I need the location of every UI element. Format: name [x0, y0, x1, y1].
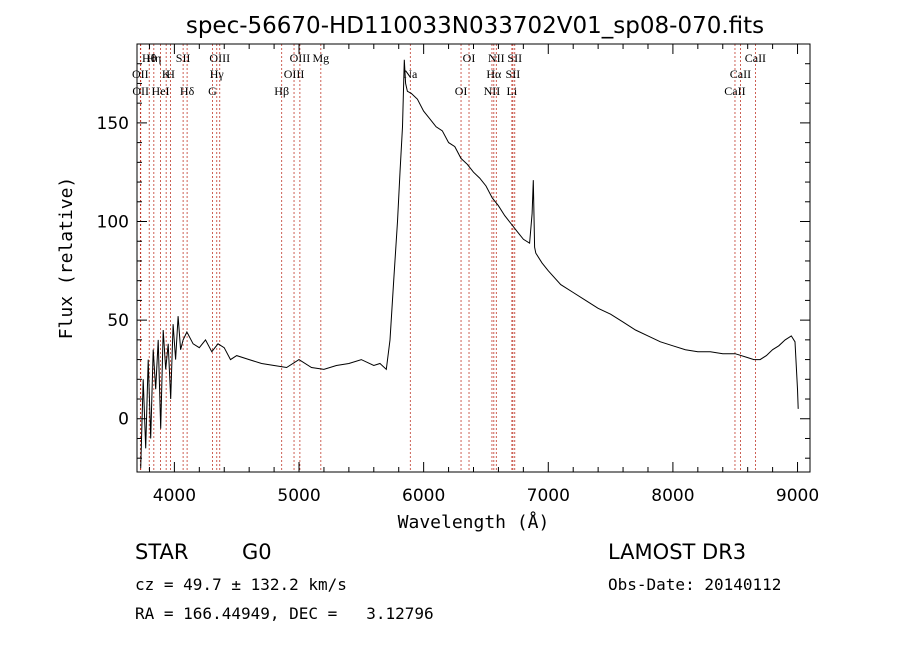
- axis-ticks: 4000 5000 6000 7000 8000 9000 0 50 100 150: [97, 44, 819, 506]
- line-label: OIII: [290, 51, 311, 65]
- object-class: STAR: [135, 540, 189, 564]
- survey-name: LAMOST DR3: [608, 540, 747, 564]
- y-axis-label: Flux (relative): [56, 177, 77, 340]
- line-label: Na: [403, 67, 418, 81]
- line-label: CaII: [730, 67, 751, 81]
- line-label: NII: [484, 84, 501, 98]
- x-tick-label: 9000: [776, 486, 819, 506]
- line-label: HeI: [152, 84, 170, 98]
- line-label: Hγ: [210, 67, 225, 81]
- line-label: Hη: [146, 51, 161, 65]
- y-tick-label: 0: [118, 410, 129, 430]
- spectrum-line: [140, 59, 799, 469]
- x-tick-label: 7000: [527, 486, 570, 506]
- object-subclass: G0: [242, 540, 272, 564]
- line-label: OII: [132, 67, 149, 81]
- y-tick-label: 50: [107, 311, 129, 331]
- line-label: Hβ: [274, 84, 289, 98]
- line-label: Mg: [312, 51, 329, 65]
- line-label: Li: [507, 84, 518, 98]
- line-label: OIII: [284, 67, 305, 81]
- redshift-cz: cz = 49.7 ± 132.2 km/s: [135, 575, 347, 594]
- line-label: CaII: [745, 51, 766, 65]
- line-label: Hθ: [142, 51, 157, 65]
- x-tick-label: 5000: [277, 486, 320, 506]
- x-axis-label: Wavelength (Å): [398, 511, 550, 533]
- line-label: Hδ: [180, 84, 195, 98]
- line-label: OI: [455, 84, 468, 98]
- plot-frame: [136, 43, 811, 473]
- line-label: OII: [132, 84, 149, 98]
- y-tick-label: 100: [97, 213, 129, 233]
- line-label: G: [208, 84, 217, 98]
- coordinates: RA = 166.44949, DEC = 3.12796: [135, 604, 434, 623]
- line-label: OIII: [209, 51, 230, 65]
- chart-title: spec-56670-HD110033N033702V01_sp08-070.f…: [186, 13, 764, 39]
- line-label: SII: [507, 51, 522, 65]
- line-label: H: [166, 67, 175, 81]
- line-label: Hα: [486, 67, 502, 81]
- x-tick-label: 4000: [153, 486, 196, 506]
- line-markers: [139, 44, 756, 472]
- line-label: K: [162, 67, 171, 81]
- line-label: CaII: [724, 84, 745, 98]
- line-label: SII: [506, 67, 521, 81]
- x-tick-label: 8000: [651, 486, 694, 506]
- line-label: SII: [176, 51, 191, 65]
- x-tick-label: 6000: [402, 486, 445, 506]
- line-label: NII: [488, 51, 505, 65]
- y-tick-label: 150: [97, 114, 129, 134]
- line-label: OI: [463, 51, 476, 65]
- obs-date: Obs-Date: 20140112: [608, 575, 782, 594]
